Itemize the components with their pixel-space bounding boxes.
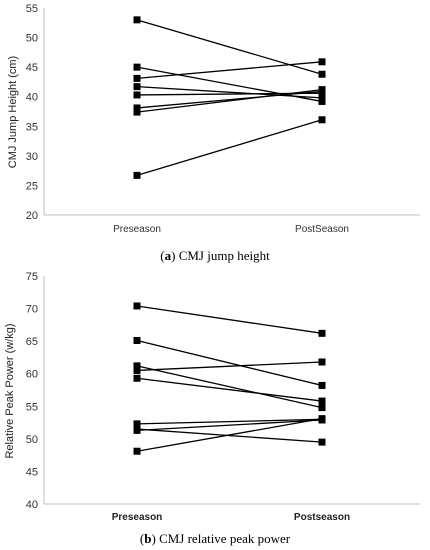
chart-b-series-6-point-1: [133, 420, 141, 428]
chart-b-caption-text: CMJ relative peak power: [159, 531, 291, 546]
chart-b-caption: (b) CMJ relative peak power: [140, 531, 291, 546]
chart-b-series-8-point-1: [133, 426, 141, 434]
chart-a-y-tick-label-8: 55: [26, 3, 38, 15]
chart-b-series-group: [133, 302, 326, 455]
chart-a-series-6-point-1: [133, 104, 141, 112]
chart-b-series-4-point-1: [133, 366, 141, 374]
chart-a-series-8-point-1: [133, 171, 141, 179]
chart-a-y-tick-label-2: 25: [26, 180, 38, 192]
chart-b-y-tick-label-2: 45: [26, 466, 38, 478]
chart-b-series-2-point-2: [318, 381, 326, 389]
chart-b-series-6-line: [136, 418, 323, 425]
chart-b-series-9-point-2: [318, 415, 326, 423]
chart-a-series-7-point-2: [318, 86, 326, 94]
chart-b-y-tick-label-5: 60: [26, 369, 38, 381]
chart-a-y-tick-label-4: 35: [26, 121, 38, 133]
chart-b-y-tick-label-3: 50: [26, 434, 38, 446]
chart-b-series-3-line: [136, 365, 323, 409]
chart-b-y-tick-label-4: 55: [26, 401, 38, 413]
chart-a-series-1-point-2: [318, 70, 326, 78]
chart-b-series-1-point-1: [133, 302, 141, 310]
chart-b-series-9-point-1: [133, 447, 141, 455]
chart-b-caption-letter: b: [144, 531, 151, 546]
chart-b-y-tick-label-7: 70: [26, 304, 38, 316]
chart-b-y-ticks: 40 45 50 55 60 65 70 75: [26, 271, 38, 511]
chart-b-series-1-line: [136, 305, 323, 334]
chart-a-y-ticks: 20 25 30 35 40 45 50 55: [26, 3, 38, 222]
chart-a-series-3-point-2: [318, 58, 326, 66]
chart-a-series-group: [133, 16, 326, 179]
chart-b-series-8-line: [136, 419, 323, 432]
chart-b-series-2-point-1: [133, 336, 141, 344]
chart-a: 20 25 30 35 40 45 50 55 Preseason PostSeason CM…: [7, 3, 420, 263]
chart-a-y-tick-label-1: 20: [26, 210, 38, 222]
chart-b-series-3-point-2: [318, 404, 326, 412]
chart-a-series-4-point-2: [318, 94, 326, 102]
chart-a-series-4-line: [136, 86, 323, 99]
chart-a-caption-text: CMJ jump height: [179, 248, 270, 263]
chart-a-series-2-point-1: [133, 63, 141, 71]
chart-b-series-1-point-2: [318, 329, 326, 337]
chart-b-y-tick-label-1: 40: [26, 499, 38, 511]
chart-a-series-7-point-1: [133, 108, 141, 116]
chart-b-y-axis-title: Relative Peak Power (w/kg): [4, 323, 16, 458]
chart-b-y-tick-label-8: 75: [26, 271, 38, 283]
chart-a-y-tick-label-3: 30: [26, 151, 38, 163]
chart-b-series-7-point-2: [318, 438, 326, 446]
chart-a-series-7-line: [136, 88, 323, 113]
chart-a-series-3-point-1: [133, 74, 141, 82]
chart-a-y-tick-label-6: 45: [26, 62, 38, 74]
chart-b-y-tick-label-6: 65: [26, 336, 38, 348]
chart-a-series-4-point-1: [133, 83, 141, 91]
chart-a-series-3-line: [136, 61, 323, 80]
chart-a-x-tick-label-1: Preseason: [113, 224, 161, 235]
chart-b-x-tick-label-2: Postseason: [294, 512, 350, 523]
chart-a-y-tick-label-5: 40: [26, 92, 38, 104]
chart-a-caption: (a) CMJ jump height: [160, 248, 270, 263]
chart-a-caption-letter: a: [165, 248, 172, 263]
chart-a-series-8-line: [136, 119, 323, 176]
chart-a-x-tick-label-2: PostSeason: [295, 224, 349, 235]
chart-a-y-axis-title: CMJ Jump Height (cm): [7, 56, 19, 168]
chart-a-series-1-point-1: [133, 16, 141, 24]
chart-a-y-tick-label-7: 50: [26, 33, 38, 45]
chart-a-series-8-point-2: [318, 116, 326, 124]
chart-b-series-5-point-2: [318, 397, 326, 405]
chart-b-series-5-line: [136, 377, 323, 402]
chart-b-series-5-point-1: [133, 374, 141, 382]
chart-a-series-2-point-2: [318, 97, 326, 105]
chart-a-series-6-line: [136, 90, 323, 109]
chart-a-series-1-line: [136, 19, 323, 75]
chart-b-series-2-line: [136, 339, 323, 387]
chart-b-series-4-point-2: [318, 358, 326, 366]
chart-b-series-9-line: [136, 418, 323, 452]
chart-b-series-4-line: [136, 361, 323, 372]
chart-a-series-5-point-1: [133, 91, 141, 99]
chart-b-series-3-point-1: [133, 362, 141, 370]
chart-b: 40 45 50 55 60 65 70 75 Preseason Postseason Re…: [4, 271, 420, 546]
chart-b-x-tick-label-1: Preseason: [112, 512, 163, 523]
